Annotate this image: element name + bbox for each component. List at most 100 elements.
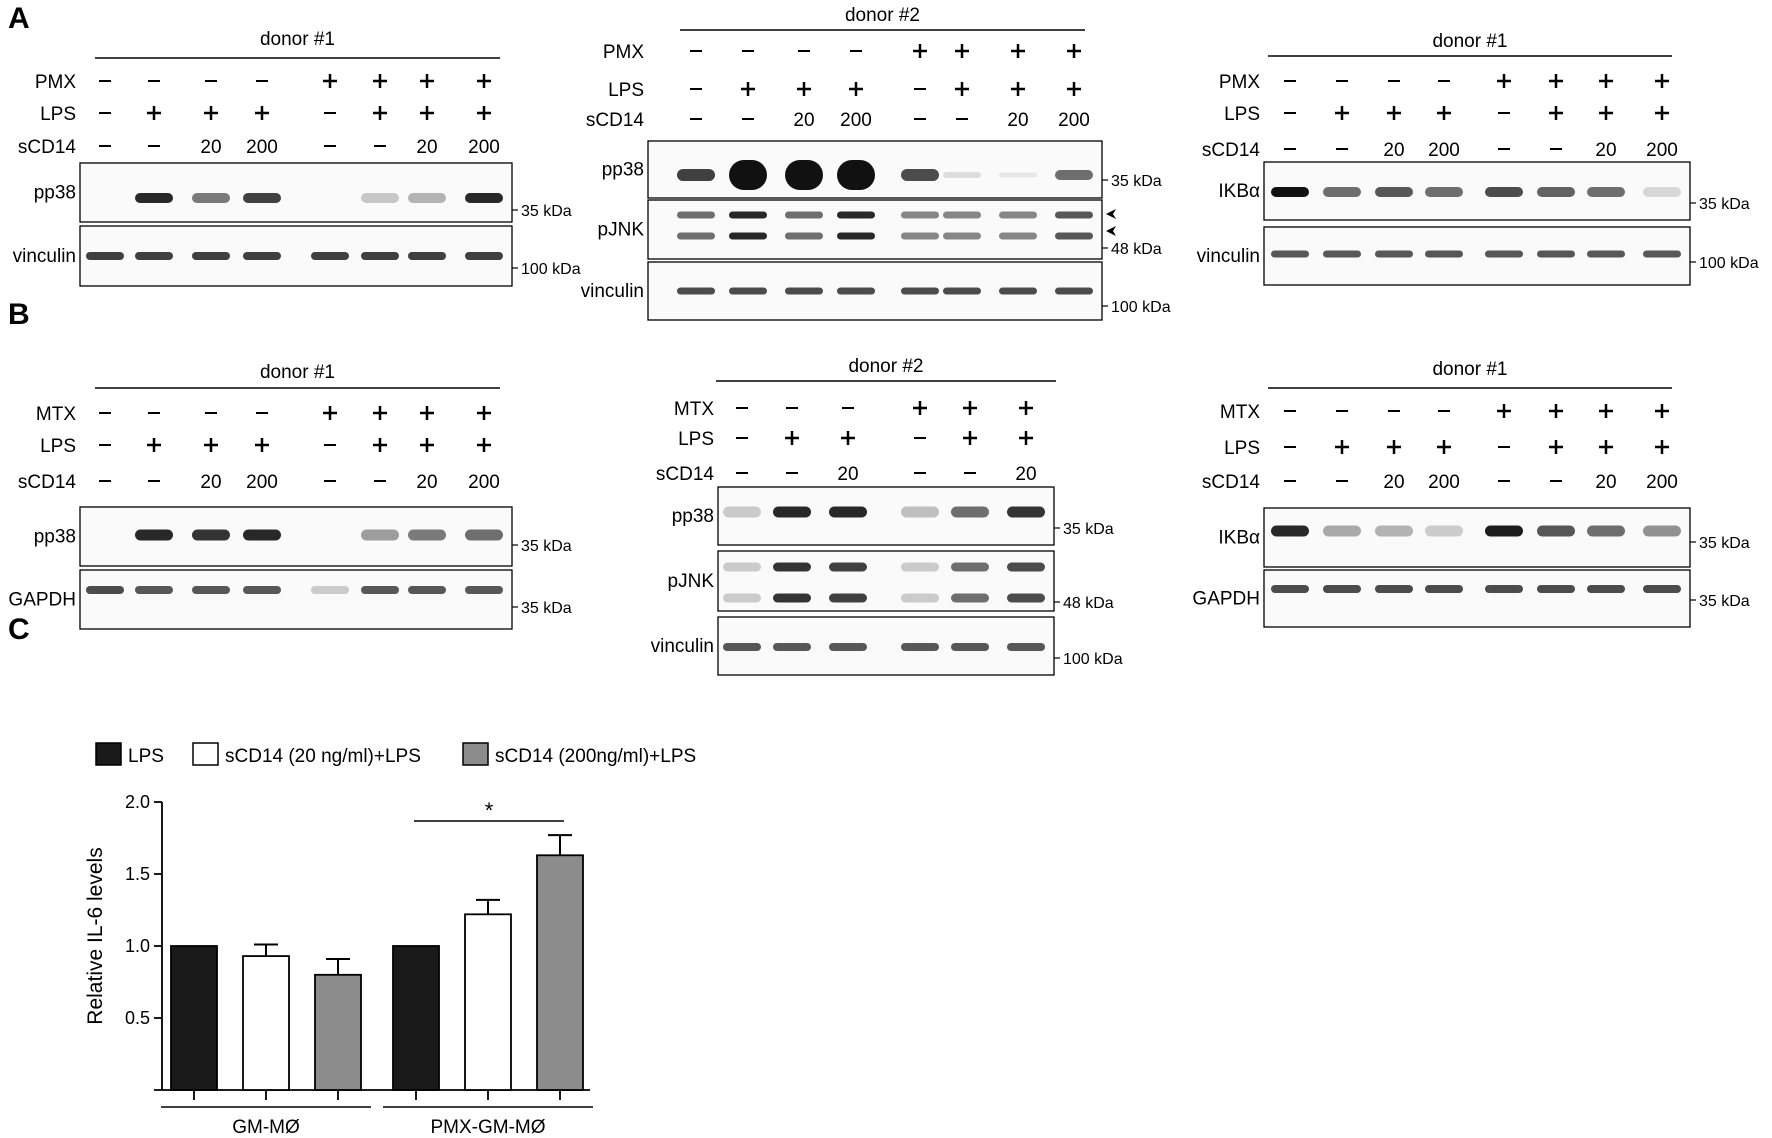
panel-b-blot-3-ikb-membrane <box>1263 507 1691 568</box>
panel-a-blot-2-vinculin-band <box>677 287 715 295</box>
panel-b-blot-2-pp38-band <box>723 506 761 518</box>
panel-a-blot-3-scd14-label: sCD14 <box>1202 140 1261 161</box>
panel-a-blot-1-scd14-label: sCD14 <box>18 137 77 158</box>
panel-b-blot-1-scd14-value: 20 <box>200 472 221 493</box>
panel-b-blot-2-pp38-band <box>951 506 989 518</box>
panel-a-blot-2-pjnk-band <box>943 232 981 240</box>
panel-b-blot-3-lps-label: LPS <box>1224 438 1260 459</box>
panel-b-blot-2-pjnk-band <box>829 593 867 603</box>
panel-b-blot-3-gapdh-band <box>1643 585 1681 593</box>
panel-a-blot-3-ikb-label: IKBα <box>1218 181 1260 202</box>
panel-b-blot-3-scd14-label: sCD14 <box>1202 472 1261 493</box>
panel-a-blot-3-vinculin-band <box>1485 250 1523 258</box>
panel-b-blot-1-gapdh-label: GAPDH <box>8 590 76 611</box>
panel-b-blot-3-gapdh-band <box>1271 585 1309 593</box>
panel-a-blot-1-lps-label: LPS <box>40 104 76 125</box>
panel-b-blot-1-donor-label: donor #1 <box>260 362 335 383</box>
panel-b-blot-1-gapdh-marker-label: 35 kDa <box>521 600 572 617</box>
panel-a-blot-3-ikb-band <box>1271 187 1309 197</box>
panel-a-blot-3-vinculin-marker-label: 100 kDa <box>1699 255 1759 272</box>
panel-a-blot-2-pp38-marker-label: 35 kDa <box>1111 173 1162 190</box>
panel-b-blot-3-gapdh-band <box>1537 585 1575 593</box>
panel-a-blot-1-vinculin-band <box>311 252 349 260</box>
legend-swatch-scd14-200ng-ml-lps <box>462 742 489 766</box>
panel-b-blot-2-pjnk-band <box>951 593 989 603</box>
panel-b-blot-1-gapdh-band <box>465 586 503 594</box>
panel-a-blot-2-pp38-band <box>999 172 1037 178</box>
panel-b-blot-1-lps-label: LPS <box>40 436 76 457</box>
panel-b-blot-3-gapdh-marker-label: 35 kDa <box>1699 593 1750 610</box>
significance-marker: * <box>485 798 494 823</box>
panel-b-blot-3-gapdh-membrane <box>1263 569 1691 628</box>
bar-gm-m-scd14-20-ng-ml-lps <box>242 955 290 1091</box>
panel-b-blot-3-ikb-band <box>1587 525 1625 537</box>
panel-a-blot-3-vinculin-band <box>1537 250 1575 258</box>
panel-a-blot-2-pp38-membrane <box>647 140 1103 199</box>
panel-b-blot-3-scd14-value: 20 <box>1383 472 1404 493</box>
y-tick-label: 2.0 <box>125 792 150 812</box>
panel-a-blot-1-vinculin-band <box>86 252 124 260</box>
panel-a-blot-3-ikb-band <box>1375 187 1413 197</box>
panel-b-blot-3-ikb-band <box>1323 525 1361 537</box>
panel-a-blot-3-ikb-band <box>1587 187 1625 197</box>
panel-a-blot-2-pjnk-label: pJNK <box>598 220 645 241</box>
panel-b-blot-1-pp38-band <box>135 529 173 541</box>
panel-label-a: A <box>8 2 30 35</box>
panel-b-blot-1-scd14-value: 20 <box>416 472 437 493</box>
panel-a-blot-1-vinculin-label: vinculin <box>13 246 76 267</box>
panel-b-blot-1-gapdh-band <box>243 586 281 594</box>
panel-a-blot-2-pjnk-band <box>729 232 767 240</box>
panel-b-blot-2-pp38-marker-label: 35 kDa <box>1063 521 1114 538</box>
panel-a-blot-2-vinculin-label: vinculin <box>581 281 644 302</box>
panel-b-blot-3-gapdh-band <box>1425 585 1463 593</box>
panel-a-blot-2-pp38-band <box>677 169 715 181</box>
panel-a-blot-1-scd14-value: 20 <box>200 137 221 158</box>
panel-a-blot-2-pjnk-band <box>943 211 981 219</box>
panel-a-blot-3-vinculin-label: vinculin <box>1197 246 1260 267</box>
panel-a-blot-3-ikb-band <box>1643 187 1681 197</box>
panel-a-blot-3-vinculin-band <box>1587 250 1625 258</box>
legend-swatch-lps <box>95 742 122 766</box>
x-group-label-pmx-gm-m: PMX-GM-MØ <box>430 1117 545 1138</box>
panel-a-blot-1-pp38-band <box>361 193 399 203</box>
panel-b-blot-2-pjnk-band <box>723 593 761 603</box>
panel-a-blot-1-pp38-band <box>192 193 230 203</box>
panel-a-blot-1-pp38-membrane <box>79 162 513 223</box>
panel-a-blot-3-ikb-marker-label: 35 kDa <box>1699 196 1750 213</box>
y-tick-label: 0.5 <box>125 1008 150 1028</box>
panel-a-blot-1-vinculin-band <box>135 252 173 260</box>
panel-a-blot-2-arrowhead-icon <box>1106 226 1116 236</box>
panel-b-blot-1-mtx-label: MTX <box>36 404 76 425</box>
panel-label-b: B <box>8 298 30 331</box>
panel-a-blot-2-pjnk-marker-label: 48 kDa <box>1111 241 1162 258</box>
panel-b-blot-2-vinculin-marker-label: 100 kDa <box>1063 651 1123 668</box>
panel-a-blot-1-pp38-band <box>243 193 281 203</box>
panel-a-blot-1-pp38-label: pp38 <box>34 183 76 204</box>
panel-b-blot-1-pp38-band <box>408 529 446 541</box>
panel-a-blot-1-scd14-value: 20 <box>416 137 437 158</box>
bar-pmx-gm-m-scd14-200ng-ml-lps <box>536 854 584 1091</box>
panel-a-blot-2-pp38-band <box>901 169 939 181</box>
panel-b-blot-2-vinculin-band <box>723 643 761 651</box>
panel-a-blot-1-pp38-band <box>135 193 173 203</box>
legend-swatch-scd14-20-ng-ml-lps <box>192 742 219 766</box>
panel-a-blot-2-pp38-band <box>943 172 981 178</box>
panel-a-blot-2-scd14-label: sCD14 <box>586 110 645 131</box>
panel-a-blot-3-scd14-value: 200 <box>1646 140 1678 161</box>
panel-a-blot-2-pjnk-band <box>729 211 767 219</box>
panel-b-blot-3-donor-label: donor #1 <box>1432 359 1507 380</box>
bar-gm-m-scd14-200ng-ml-lps <box>314 973 362 1091</box>
panel-b-blot-2-scd14-value: 20 <box>837 464 858 485</box>
panel-b-blot-1-gapdh-band <box>311 586 349 594</box>
panel-b-blot-2-pp38-band <box>901 506 939 518</box>
panel-b-blot-2-scd14-label: sCD14 <box>656 464 715 485</box>
panel-a-blot-2-scd14-value: 200 <box>840 110 872 131</box>
panel-b-blot-2-pp38-membrane <box>717 486 1055 546</box>
panel-a-blot-2-pp38-label: pp38 <box>602 160 644 181</box>
panel-b-blot-2-vinculin-band <box>901 643 939 651</box>
panel-b-blot-3-ikb-band <box>1537 525 1575 537</box>
panel-a-blot-3-lps-label: LPS <box>1224 104 1260 125</box>
panel-b-blot-2-pjnk-band <box>1007 562 1045 572</box>
panel-a-blot-2-pjnk-band <box>999 232 1037 240</box>
